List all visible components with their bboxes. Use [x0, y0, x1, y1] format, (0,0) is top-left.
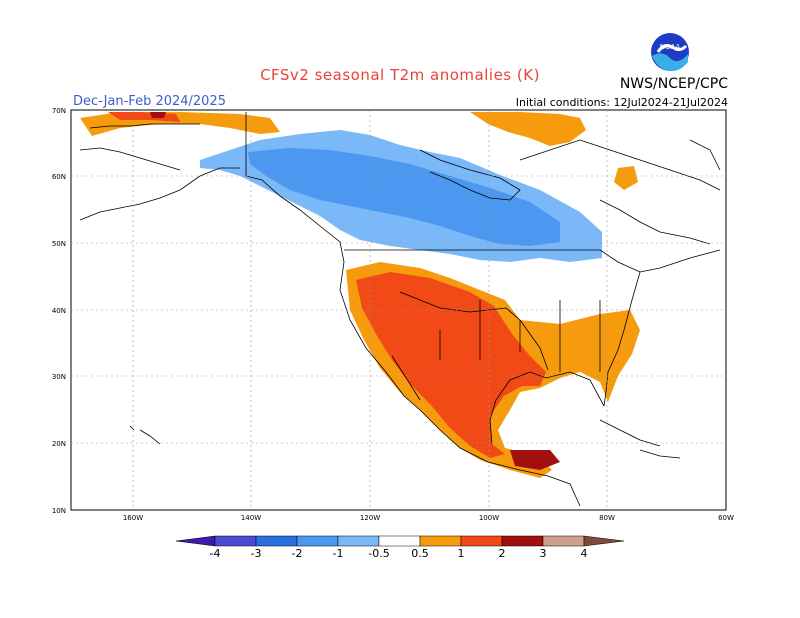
colorbar-label: -4: [210, 547, 221, 560]
warm-anomaly-region: [80, 112, 640, 478]
colorbar-arrow-right: [583, 535, 625, 547]
lat-label: 10N: [52, 507, 66, 515]
colorbar-label: 1: [458, 547, 465, 560]
colorbar-label: 3: [540, 547, 547, 560]
lat-label: 60N: [52, 173, 66, 181]
logo-text: NOAA: [660, 43, 681, 51]
colorbar-label: -2: [292, 547, 303, 560]
lon-label: 120W: [360, 514, 380, 522]
colorbar-segment: [542, 535, 585, 547]
colorbar-segment: [378, 535, 421, 547]
colorbar-label: 4: [581, 547, 588, 560]
colorbar-arrow-left: [175, 535, 216, 547]
agency-label: NWS/NCEP/CPC: [619, 76, 728, 92]
coastlines: [79, 112, 721, 507]
lat-label: 70N: [52, 107, 66, 115]
season-label: Dec-Jan-Feb 2024/2025: [73, 94, 226, 109]
lat-label: 50N: [52, 240, 66, 248]
lon-label: 160W: [123, 514, 143, 522]
lat-label: 30N: [52, 373, 66, 381]
colorbar-segment: [501, 535, 544, 547]
colorbar-segment: [255, 535, 298, 547]
colorbar-label: -3: [251, 547, 262, 560]
colorbar-label: -1: [333, 547, 344, 560]
colorbar-label: 0.5: [411, 547, 429, 560]
lon-label: 80W: [599, 514, 615, 522]
lat-label: 40N: [52, 307, 66, 315]
lon-label: 100W: [479, 514, 499, 522]
initial-conditions-label: Initial conditions: 12Jul2024-21Jul2024: [515, 96, 728, 109]
colorbar-segment: [419, 535, 462, 547]
latitude-labels: 70N 60N 50N 40N 30N 20N 10N: [52, 107, 66, 515]
colorbar-segment: [296, 535, 339, 547]
lon-label: 140W: [241, 514, 261, 522]
colorbar-label: -0.5: [368, 547, 389, 560]
colorbar-segment: [460, 535, 503, 547]
lat-label: 20N: [52, 440, 66, 448]
colorbar-label: 2: [499, 547, 506, 560]
lon-label: 60W: [718, 514, 734, 522]
colorbar-segment: [214, 535, 257, 547]
cool-anomaly-region: [200, 130, 602, 262]
noaa-logo: NOAA: [651, 33, 689, 72]
colorbar-segment: [337, 535, 380, 547]
longitude-labels: 160W 140W 120W 100W 80W 60W: [123, 514, 734, 522]
map-title: CFSv2 seasonal T2m anomalies (K): [260, 66, 540, 84]
colorbar: -4 -3 -2 -1 -0.5 0.5 1 2 3 4: [175, 535, 625, 560]
graticule: [71, 110, 726, 510]
